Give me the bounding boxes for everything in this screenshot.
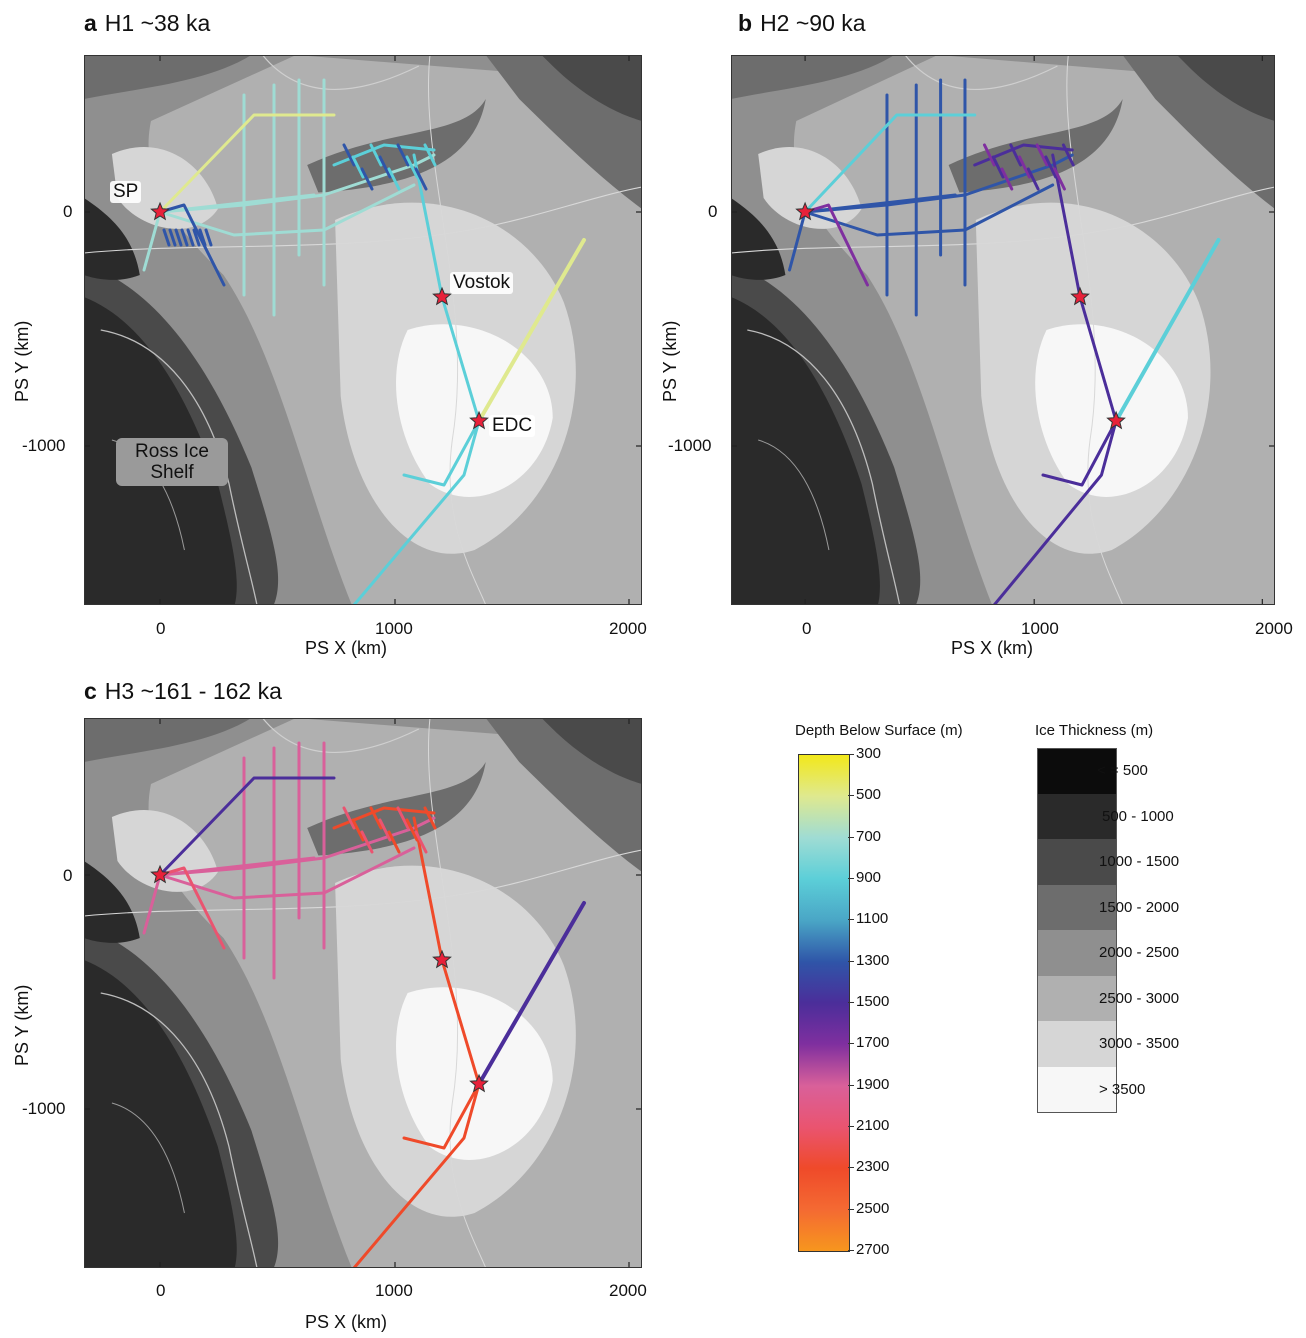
ice-class-label: 1500 - 2000 bbox=[1099, 898, 1180, 916]
depth-colorbar-label: 900 bbox=[856, 869, 882, 886]
depth-colorbar-tick bbox=[848, 754, 854, 755]
depth-colorbar-tick bbox=[848, 1126, 854, 1127]
depth-colorbar-tick bbox=[848, 1043, 854, 1045]
depth-colorbar-label: 1300 bbox=[856, 951, 890, 969]
xtick-b-0: 0 bbox=[802, 619, 812, 638]
xtick-c-1000: 1000 bbox=[375, 1281, 413, 1300]
depth-legend-title: Depth Below Surface (m) bbox=[795, 722, 963, 739]
ytick-a-m1000: -1000 bbox=[22, 436, 66, 455]
depth-colorbar-label: 2700 bbox=[856, 1241, 890, 1258]
map-panel-a bbox=[84, 55, 642, 605]
ice-class-swatch bbox=[1037, 1021, 1117, 1067]
ylabel-a: PS Y (km) bbox=[12, 320, 32, 402]
vostok-star-marker bbox=[432, 286, 452, 306]
depth-colorbar-label: 700 bbox=[856, 827, 882, 845]
xtick-b-1000: 1000 bbox=[1021, 619, 1059, 638]
ice-class-swatch bbox=[1037, 793, 1117, 839]
depth-colorbar-tick bbox=[848, 919, 854, 921]
xlabel-a: PS X (km) bbox=[305, 638, 388, 658]
ice-class-swatch bbox=[1037, 839, 1117, 885]
xtick-a-2000: 2000 bbox=[609, 619, 647, 638]
south-pole-star-marker bbox=[795, 201, 815, 221]
xtick-c-0: 0 bbox=[156, 1281, 166, 1300]
xtick-c-2000: 2000 bbox=[609, 1281, 647, 1300]
xtick-a-0: 0 bbox=[156, 619, 166, 638]
depth-colorbar-tick bbox=[848, 960, 854, 962]
ice-legend-title: Ice Thickness (m) bbox=[1035, 722, 1154, 739]
depth-colorbar-label: 2500 bbox=[856, 1199, 890, 1217]
depth-colorbar-tick bbox=[848, 1167, 854, 1169]
ice-class-swatch bbox=[1037, 1066, 1117, 1113]
sp-label: SP bbox=[110, 181, 142, 203]
vostok-star-marker bbox=[1070, 286, 1090, 306]
ross-ice-shelf-label: Ross Ice Shelf bbox=[116, 438, 228, 486]
depth-colorbar-label: 1100 bbox=[856, 910, 889, 928]
xlabel-c: PS X (km) bbox=[305, 1312, 388, 1332]
ytick-a-0: 0 bbox=[63, 202, 73, 221]
depth-colorbar-label: 1500 bbox=[856, 993, 890, 1010]
panel-b-title: b H2 ~90 ka bbox=[738, 10, 866, 36]
ice-class-label: 2500 - 3000 bbox=[1099, 989, 1180, 1007]
panel-c-title: c H3 ~161 - 162 ka bbox=[84, 678, 282, 704]
vostok-star-marker bbox=[432, 949, 452, 969]
ytick-c-0: 0 bbox=[63, 866, 73, 885]
south-pole-star-marker bbox=[150, 201, 170, 221]
ylabel-b: PS Y (km) bbox=[660, 320, 680, 402]
depth-colorbar-label: 2100 bbox=[856, 1117, 890, 1134]
panel-a-title: a H1 ~38 ka bbox=[84, 10, 211, 36]
depth-colorbar-label: 1900 bbox=[856, 1075, 890, 1093]
ice-class-label: 3000 - 3500 bbox=[1099, 1035, 1180, 1052]
vostok-label: Vostok bbox=[450, 272, 514, 294]
ice-class-swatch bbox=[1037, 930, 1117, 976]
depth-colorbar-tick bbox=[848, 836, 854, 838]
ytick-c-m1000: -1000 bbox=[22, 1099, 66, 1118]
depth-colorbar-tick bbox=[848, 1208, 854, 1210]
ytick-b-0: 0 bbox=[708, 202, 718, 221]
depth-colorbar-label: 500 bbox=[856, 786, 882, 804]
ytick-b-m1000: -1000 bbox=[668, 436, 712, 455]
depth-colorbar-tick bbox=[848, 878, 854, 879]
xlabel-b: PS X (km) bbox=[951, 638, 1034, 658]
depth-colorbar-label: 2300 bbox=[856, 1158, 890, 1176]
depth-colorbar-tick bbox=[848, 795, 854, 797]
xtick-b-2000: 2000 bbox=[1255, 619, 1293, 638]
ylabel-c: PS Y (km) bbox=[12, 984, 32, 1066]
ice-class-swatch bbox=[1037, 975, 1117, 1021]
edc-star-marker bbox=[469, 1073, 489, 1093]
ice-class-label: 500 - 1000 bbox=[1102, 807, 1174, 825]
ice-class-swatch bbox=[1037, 748, 1117, 795]
ice-class-label: < = 500 bbox=[1097, 762, 1148, 779]
ice-class-swatch bbox=[1037, 884, 1117, 930]
south-pole-star-marker bbox=[150, 864, 170, 884]
depth-colorbar-tick bbox=[848, 1084, 854, 1086]
depth-colorbar bbox=[798, 754, 850, 1252]
ice-class-label: > 3500 bbox=[1099, 1080, 1146, 1098]
ice-class-label: 2000 - 2500 bbox=[1099, 944, 1180, 961]
edc-label: EDC bbox=[489, 415, 536, 437]
depth-colorbar-tick bbox=[848, 1250, 854, 1251]
depth-colorbar-tick bbox=[848, 1002, 854, 1003]
map-panel-b bbox=[731, 55, 1275, 605]
depth-colorbar-label: 300 bbox=[856, 745, 882, 762]
ice-class-label: 1000 - 1500 bbox=[1099, 853, 1180, 870]
xtick-a-1000: 1000 bbox=[375, 619, 413, 638]
edc-star-marker bbox=[1106, 410, 1126, 430]
depth-colorbar-label: 1700 bbox=[856, 1034, 890, 1052]
map-panel-c bbox=[84, 718, 642, 1268]
edc-star-marker bbox=[469, 410, 489, 430]
